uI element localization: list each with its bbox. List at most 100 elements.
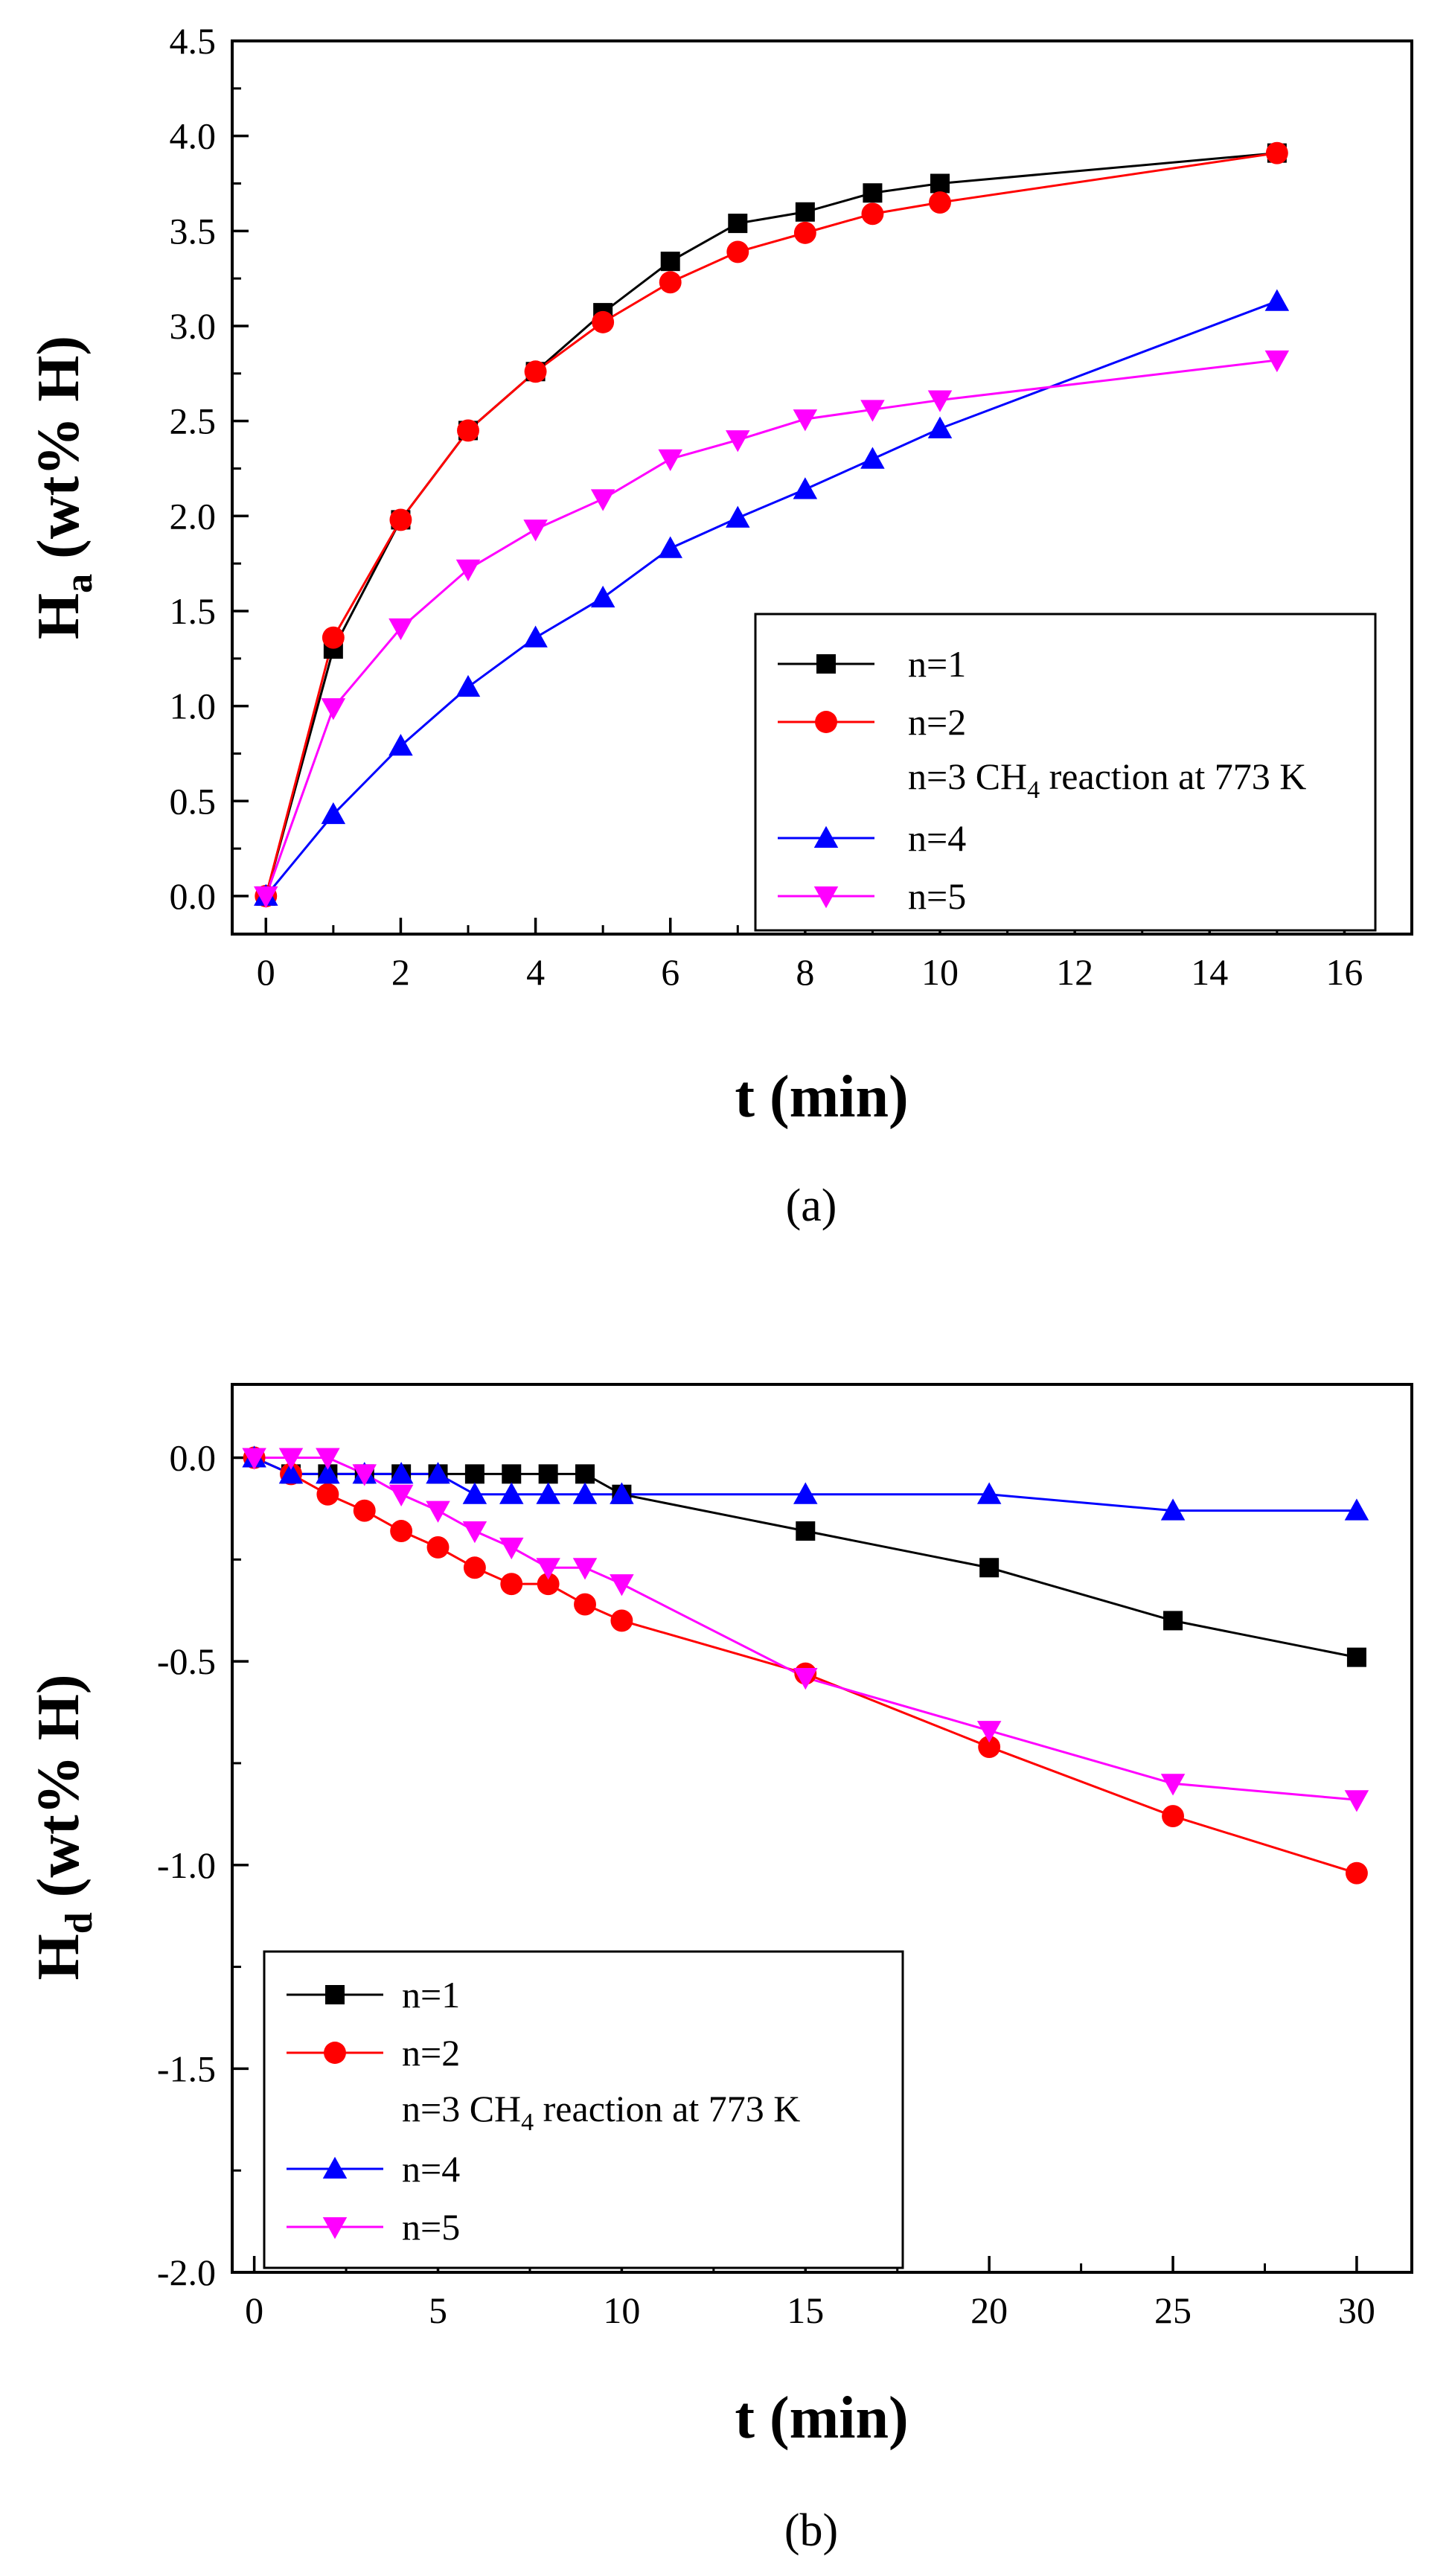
- chart-a-point-n=2: [726, 240, 749, 263]
- chart-b-point-n=2: [426, 1535, 450, 1559]
- chart-a-markers: [254, 141, 1290, 909]
- chart-a-point-n=5: [388, 618, 413, 641]
- chart-b-point-n=5: [499, 1537, 524, 1560]
- chart-a-x-tick-label: 0: [257, 951, 275, 993]
- chart-a-point-n=2: [457, 419, 479, 442]
- chart-b-point-n=1: [1163, 1611, 1183, 1631]
- chart-b-point-n=2: [390, 1520, 413, 1542]
- chart-b-point-n=4: [278, 1462, 304, 1484]
- chart-a-point-n=2: [1265, 141, 1288, 164]
- chart-a-x-axis-label: t (min): [735, 1064, 908, 1130]
- chart-a-legend-marker-n=1: [816, 654, 836, 674]
- chart-a-point-n=5: [254, 886, 278, 909]
- chart-a-legend-note: n=3 CH4 reaction at 773 K: [908, 755, 1306, 804]
- chart-b-point-n=1: [979, 1558, 1000, 1578]
- chart-b-legend-marker-n=5: [322, 2217, 348, 2240]
- chart-a-point-n=4: [388, 733, 413, 756]
- chart-b-y-tick-label: -1.0: [157, 1844, 216, 1886]
- chart-b-point-n=2: [978, 1736, 1001, 1759]
- chart-b-point-n=5: [388, 1484, 414, 1507]
- chart-a-y-tick-label: 4.0: [170, 115, 217, 157]
- chart-a-point-n=2: [524, 360, 547, 383]
- chart-a-point-n=5: [726, 430, 750, 453]
- chart-a-point-n=5: [927, 390, 953, 412]
- chart-a-point-n=5: [658, 449, 682, 471]
- chart-b-point-n=1: [1346, 1647, 1366, 1667]
- chart-a-series-lines: [264, 152, 1278, 897]
- chart-a-y-label-rest: (wt% H): [26, 336, 92, 574]
- chart-b-y-label-rest: (wt% H): [26, 1674, 92, 1912]
- chart-b-point-n=4: [610, 1482, 634, 1504]
- chart-b-point-n=5: [793, 1668, 818, 1690]
- chart-a-x-tick-label: 16: [1325, 951, 1363, 993]
- svg-text:Hd (wt% H): Hd (wt% H): [26, 1674, 100, 1980]
- chart-a-y-axis-label: Ha (wt% H): [26, 336, 100, 639]
- chart-b-point-n=4: [388, 1462, 414, 1484]
- chart-b-y-tick-labels: 0.0 -0.5 -1.0 -1.5 -2.0: [157, 1437, 216, 2293]
- chart-b-point-n=1: [796, 1521, 816, 1541]
- chart-b: 0 5 10 15 20 25 30 0.0 -0.5 -1.0 -1.5 -2.0 t (min)…: [26, 1383, 1413, 2556]
- chart-b-y-tick-label: 0.0: [170, 1437, 217, 1479]
- chart-b-point-n=5: [1160, 1774, 1186, 1796]
- chart-a-point-n=4: [321, 802, 346, 825]
- chart-b-point-n=4: [462, 1482, 487, 1504]
- chart-b-legend-marker-n=2: [324, 2042, 346, 2064]
- chart-a-x-tick-label: 10: [921, 951, 959, 993]
- chart-b-x-tick-label: 0: [245, 2289, 263, 2331]
- chart-a-y-tick-label: 4.5: [170, 20, 217, 62]
- chart-b-point-n=5: [976, 1721, 1002, 1743]
- chart-a-y-tick-label: 3.5: [170, 210, 217, 252]
- chart-b-point-n=5: [352, 1464, 377, 1486]
- chart-b-legend-note: n=3 CH4 reaction at 773 K: [402, 2088, 800, 2136]
- chart-a-point-n=2: [592, 310, 615, 333]
- chart-b-point-n=5: [242, 1448, 266, 1470]
- chart-b-point-n=5: [536, 1558, 560, 1580]
- chart-a-y-tick-labels: 0.0 0.5 1.0 1.5 2.0 2.5 3.0 3.5 4.0 4.5: [170, 20, 217, 917]
- chart-b-legend-marker-n=1: [325, 1985, 345, 2004]
- chart-a-y-tick-label: 0.0: [170, 875, 217, 917]
- chart-a-legend-label-n=1: n=1: [908, 643, 966, 685]
- chart-a-point-n=4: [726, 505, 750, 528]
- chart-a: 0 2 4 6 8 10 12 14 16 0.0 0.5 1.0 1.5 2.0 2.5 3.0 3.5 4.…: [26, 20, 1413, 1231]
- chart-a-series-line-n=2: [264, 152, 1278, 897]
- chart-a-legend-marker-n=2: [815, 711, 837, 733]
- chart-a-point-n=4: [523, 625, 548, 648]
- chart-b-point-n=4: [316, 1462, 340, 1484]
- chart-a-point-n=1: [660, 252, 680, 272]
- chart-a-x-tick-label: 6: [661, 951, 679, 993]
- chart-a-point-n=4: [860, 447, 885, 469]
- chart-b-point-n=4: [426, 1462, 450, 1484]
- chart-a-series-line-n=5: [264, 359, 1278, 897]
- chart-a-caption: (a): [786, 1180, 837, 1231]
- chart-b-markers: [242, 1445, 1369, 1885]
- chart-b-x-tick-label: 5: [429, 2289, 447, 2331]
- chart-a-point-n=1: [930, 173, 950, 194]
- chart-a-point-n=4: [793, 477, 818, 499]
- chart-b-series-line-n=5: [254, 1457, 1357, 1801]
- chart-b-point-n=2: [1162, 1805, 1184, 1828]
- chart-b-y-label-sub: d: [58, 1912, 100, 1934]
- chart-b-point-n=5: [1344, 1790, 1369, 1812]
- chart-a-x-tick-label: 8: [796, 951, 814, 993]
- chart-b-x-tick-labels: 0 5 10 15 20 25 30: [245, 2289, 1375, 2331]
- chart-a-y-tick-label: 3.0: [170, 305, 217, 347]
- chart-a-x-tick-label: 14: [1191, 951, 1228, 993]
- chart-b-legend-box: [263, 1950, 904, 2269]
- chart-a-point-n=5: [523, 520, 548, 542]
- chart-b-x-tick-label: 15: [787, 2289, 824, 2331]
- chart-a-legend-marker-n=4: [813, 825, 839, 848]
- chart-a-series-line-n=4: [265, 300, 1278, 897]
- chart-a-point-n=5: [860, 400, 885, 422]
- chart-b-x-tick-label: 30: [1338, 2289, 1375, 2331]
- chart-b-y-tick-label: -1.5: [157, 2048, 216, 2089]
- chart-b-point-n=1: [575, 1464, 595, 1484]
- chart-a-x-tick-labels: 0 2 4 6 8 10 12 14 16: [257, 951, 1363, 993]
- chart-a-x-tick-label: 4: [526, 951, 545, 993]
- chart-a-point-n=4: [455, 674, 481, 697]
- chart-a-plot-frame: [231, 39, 1413, 936]
- chart-b-point-n=4: [572, 1482, 598, 1504]
- chart-b-caption: (b): [784, 2505, 838, 2556]
- chart-b-point-n=4: [1160, 1498, 1186, 1521]
- chart-a-point-n=5: [321, 698, 346, 720]
- chart-b-point-n=5: [462, 1521, 487, 1544]
